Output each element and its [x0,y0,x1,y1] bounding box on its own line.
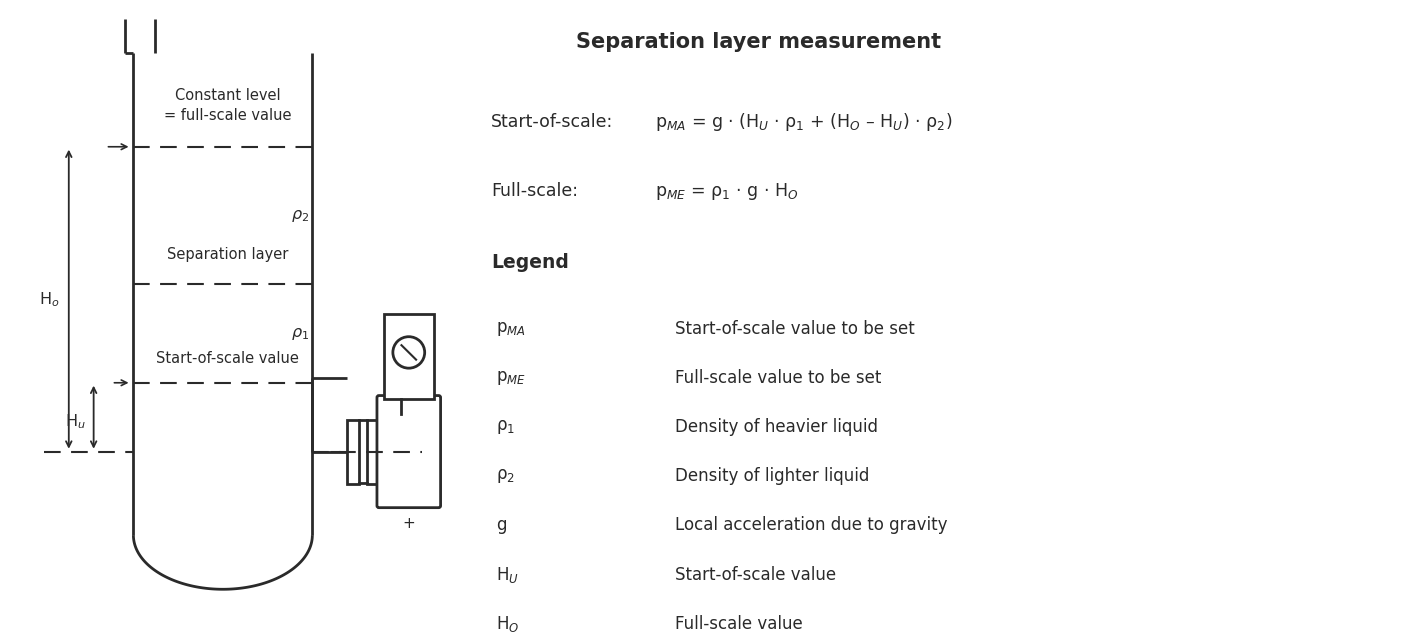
Text: Start-of-scale:: Start-of-scale: [492,113,614,131]
Text: Start-of-scale value to be set: Start-of-scale value to be set [675,320,915,338]
Bar [347,420,360,484]
Text: Separation layer measurement: Separation layer measurement [576,31,941,52]
Text: g: g [496,516,507,534]
Text: Start-of-scale value: Start-of-scale value [156,351,300,365]
Text: Full-scale value to be set: Full-scale value to be set [675,369,881,387]
Text: Start-of-scale value: Start-of-scale value [675,566,837,584]
Text: ρ$_1$: ρ$_1$ [496,418,516,436]
Text: p$_{MA}$: p$_{MA}$ [496,320,526,338]
Text: Density of heavier liquid: Density of heavier liquid [675,418,878,436]
Text: p$_{ME}$: p$_{ME}$ [496,369,526,387]
Text: Full-scale:: Full-scale: [492,182,578,200]
Text: H$_o$: H$_o$ [38,290,60,308]
Text: $\rho_2$: $\rho_2$ [291,207,310,223]
Text: Density of lighter liquid: Density of lighter liquid [675,467,870,485]
Text: H$_u$: H$_u$ [65,413,87,431]
Text: Legend: Legend [492,253,570,272]
Bar [384,314,433,399]
Bar [367,420,379,484]
Circle shape [392,337,425,368]
Text: Constant level
= full-scale value: Constant level = full-scale value [163,88,291,123]
Text: Full-scale value: Full-scale value [675,614,803,633]
Text: Local acceleration due to gravity: Local acceleration due to gravity [675,516,948,534]
Text: H$_U$: H$_U$ [496,564,519,584]
FancyBboxPatch shape [377,396,441,508]
Text: H$_O$: H$_O$ [496,614,520,634]
Text: $\rho_1$: $\rho_1$ [291,326,310,342]
Text: ρ$_2$: ρ$_2$ [496,467,516,485]
Text: p$_{ME}$ = ρ$_1$ · g · H$_O$: p$_{ME}$ = ρ$_1$ · g · H$_O$ [655,180,799,202]
Text: −: − [328,443,342,461]
Text: Separation layer: Separation layer [168,248,288,262]
Text: p$_{MA}$ = g · (H$_U$ · ρ$_1$ + (H$_O$ – H$_U$) · ρ$_2$): p$_{MA}$ = g · (H$_U$ · ρ$_1$ + (H$_O$ –… [655,111,952,133]
Text: +: + [402,516,415,531]
